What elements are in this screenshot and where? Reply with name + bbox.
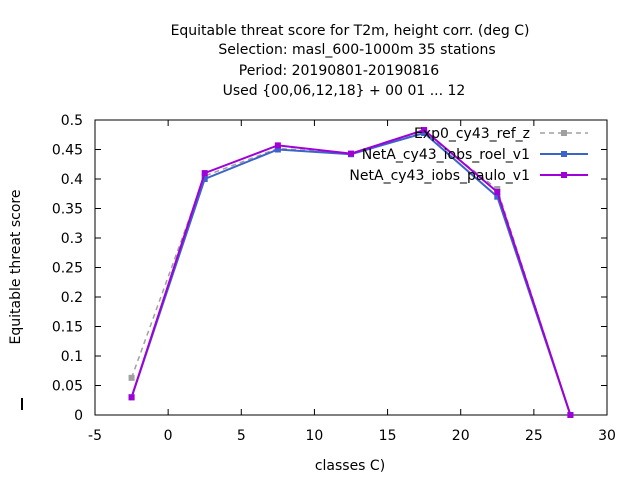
x-tick-label: 20 bbox=[452, 428, 470, 444]
y-tick-label: 0.2 bbox=[61, 290, 83, 306]
legend: Exp0_cy43_ref_z NetA_cy43_iobs_roel_v1 Net… bbox=[349, 126, 588, 184]
legend-swatch-marker bbox=[561, 130, 567, 136]
x-tick-label: 10 bbox=[306, 428, 324, 444]
y-tick-label: 0.1 bbox=[61, 349, 83, 365]
y-tick-label: 0.25 bbox=[52, 261, 83, 277]
y-tick-label: 0.3 bbox=[61, 231, 83, 247]
y-tick-label: 0 bbox=[74, 408, 83, 424]
data-point bbox=[128, 374, 135, 381]
title-line-3: Period: 20190801-20190816 bbox=[239, 63, 439, 79]
title-line-2: Selection: masl_600-1000m 35 stations bbox=[218, 42, 495, 58]
y-tick-label: 0.15 bbox=[52, 320, 83, 336]
data-point bbox=[274, 146, 281, 153]
y-tick-label: 0.05 bbox=[52, 379, 83, 395]
legend-swatch-marker bbox=[561, 172, 567, 178]
data-point bbox=[567, 412, 574, 418]
legend-label: NetA_cy43_iobs_roel_v1 bbox=[362, 147, 530, 163]
data-point bbox=[201, 170, 208, 177]
axis-ticks: -5 0 5 10 15 20 25 30 0 0.05 0.1 0.15 0.2 0.25 0.3 0.35… bbox=[52, 113, 616, 444]
y-tick-label: 0.45 bbox=[52, 143, 83, 159]
legend-swatch-marker bbox=[561, 151, 567, 157]
y-tick-label: 0.35 bbox=[52, 202, 83, 218]
data-point bbox=[348, 150, 354, 157]
data-point bbox=[494, 193, 501, 200]
title-line-1: Equitable threat score for T2m, height c… bbox=[171, 23, 530, 39]
series-layer bbox=[128, 127, 574, 418]
y-tick-label: 0.5 bbox=[61, 113, 83, 129]
data-point bbox=[274, 142, 281, 149]
legend-label: NetA_cy43_iobs_paulo_v1 bbox=[349, 168, 530, 184]
legend-label: Exp0_cy43_ref_z bbox=[414, 126, 530, 142]
x-tick-label: 30 bbox=[598, 428, 616, 444]
x-tick-label: -5 bbox=[88, 428, 102, 444]
x-tick-label: 25 bbox=[525, 428, 543, 444]
data-point bbox=[201, 176, 208, 182]
x-tick-label: 15 bbox=[379, 428, 397, 444]
x-tick-label: 5 bbox=[237, 428, 246, 444]
title-line-4: Used {00,06,12,18} + 00 01 ... 12 bbox=[223, 83, 466, 99]
x-tick-label: 0 bbox=[164, 428, 173, 444]
data-point bbox=[421, 127, 428, 134]
data-point bbox=[128, 394, 135, 401]
data-point bbox=[494, 188, 501, 195]
y-axis-label: Equitable threat score bbox=[8, 190, 24, 345]
x-axis-label: classes C) bbox=[315, 458, 385, 474]
chart-title: Equitable threat score for T2m, height c… bbox=[171, 23, 530, 99]
y-tick-label: 0.4 bbox=[61, 172, 83, 188]
